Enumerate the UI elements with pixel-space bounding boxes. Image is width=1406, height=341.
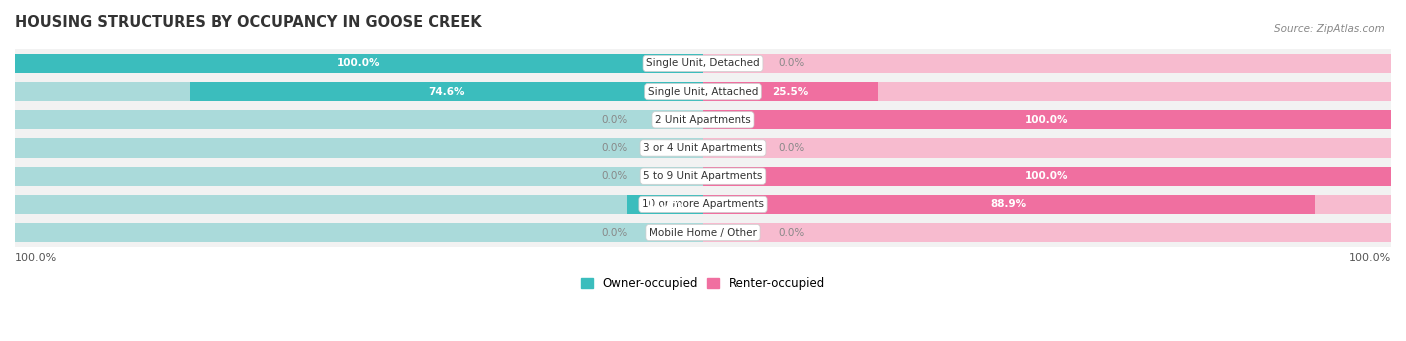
Text: 100.0%: 100.0% xyxy=(1348,253,1391,263)
Text: 0.0%: 0.0% xyxy=(779,143,804,153)
Text: Single Unit, Detached: Single Unit, Detached xyxy=(647,58,759,69)
Text: 100.0%: 100.0% xyxy=(15,253,58,263)
Bar xyxy=(703,195,1391,214)
Text: 100.0%: 100.0% xyxy=(1025,171,1069,181)
Text: HOUSING STRUCTURES BY OCCUPANCY IN GOOSE CREEK: HOUSING STRUCTURES BY OCCUPANCY IN GOOSE… xyxy=(15,15,482,30)
Text: 11.1%: 11.1% xyxy=(647,199,683,209)
Bar xyxy=(703,167,1391,186)
Bar xyxy=(15,110,703,129)
Text: 100.0%: 100.0% xyxy=(337,58,381,69)
Text: 0.0%: 0.0% xyxy=(602,143,627,153)
Bar xyxy=(15,138,703,158)
Bar xyxy=(15,54,703,73)
Bar xyxy=(703,82,879,101)
Text: 74.6%: 74.6% xyxy=(427,87,464,97)
Bar xyxy=(15,223,703,242)
Bar xyxy=(15,54,703,73)
Bar xyxy=(15,105,1391,134)
Bar xyxy=(15,195,703,214)
Text: 0.0%: 0.0% xyxy=(602,115,627,125)
Text: Source: ZipAtlas.com: Source: ZipAtlas.com xyxy=(1274,24,1385,34)
Bar xyxy=(15,49,1391,78)
Text: 5 to 9 Unit Apartments: 5 to 9 Unit Apartments xyxy=(644,171,762,181)
Bar xyxy=(703,110,1391,129)
Bar xyxy=(703,54,1391,73)
Bar xyxy=(15,190,1391,219)
Bar xyxy=(703,167,1391,186)
Bar xyxy=(703,195,1315,214)
Bar xyxy=(190,82,703,101)
Legend: Owner-occupied, Renter-occupied: Owner-occupied, Renter-occupied xyxy=(576,272,830,295)
Bar xyxy=(703,110,1391,129)
Bar xyxy=(703,82,1391,101)
Bar xyxy=(15,82,703,101)
Text: 3 or 4 Unit Apartments: 3 or 4 Unit Apartments xyxy=(643,143,763,153)
Bar xyxy=(15,162,1391,191)
Bar xyxy=(15,77,1391,106)
Text: 0.0%: 0.0% xyxy=(779,58,804,69)
Text: 25.5%: 25.5% xyxy=(772,87,808,97)
Text: 10 or more Apartments: 10 or more Apartments xyxy=(643,199,763,209)
Text: 2 Unit Apartments: 2 Unit Apartments xyxy=(655,115,751,125)
Bar xyxy=(703,223,1391,242)
Bar xyxy=(627,195,703,214)
Bar xyxy=(15,134,1391,162)
Text: Mobile Home / Other: Mobile Home / Other xyxy=(650,227,756,238)
Text: 0.0%: 0.0% xyxy=(602,227,627,238)
Text: 0.0%: 0.0% xyxy=(602,171,627,181)
Bar xyxy=(703,138,1391,158)
Text: 88.9%: 88.9% xyxy=(991,199,1026,209)
Bar xyxy=(15,167,703,186)
Text: 0.0%: 0.0% xyxy=(779,227,804,238)
Text: Single Unit, Attached: Single Unit, Attached xyxy=(648,87,758,97)
Text: 100.0%: 100.0% xyxy=(1025,115,1069,125)
Bar xyxy=(15,218,1391,247)
